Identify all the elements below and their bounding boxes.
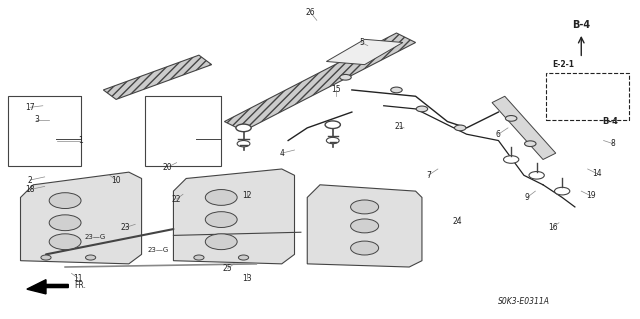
Circle shape	[194, 255, 204, 260]
Circle shape	[205, 234, 237, 250]
Text: FR.: FR.	[75, 281, 86, 291]
Circle shape	[504, 156, 519, 163]
Circle shape	[147, 124, 162, 132]
Circle shape	[148, 141, 161, 147]
Circle shape	[391, 87, 402, 93]
Text: 8: 8	[611, 139, 616, 148]
Circle shape	[86, 255, 96, 260]
Text: E-2-1: E-2-1	[552, 60, 575, 69]
Text: 21: 21	[395, 122, 404, 131]
Polygon shape	[173, 169, 294, 264]
Text: 9: 9	[525, 193, 529, 202]
Circle shape	[236, 124, 251, 132]
Circle shape	[506, 115, 517, 121]
Polygon shape	[225, 33, 415, 131]
Text: 12: 12	[242, 191, 252, 200]
Text: 10: 10	[111, 175, 121, 185]
Circle shape	[529, 172, 544, 179]
Text: 19: 19	[586, 191, 596, 200]
Circle shape	[239, 255, 248, 260]
Text: 13: 13	[242, 274, 252, 283]
Circle shape	[525, 141, 536, 146]
Text: 26: 26	[306, 8, 316, 17]
FancyBboxPatch shape	[8, 96, 81, 166]
Text: 23—G: 23—G	[84, 234, 106, 240]
Text: 14: 14	[593, 169, 602, 178]
Circle shape	[237, 141, 250, 147]
Polygon shape	[27, 280, 68, 294]
Text: 4: 4	[279, 149, 284, 158]
Circle shape	[49, 193, 81, 209]
Circle shape	[46, 141, 59, 147]
Text: 22: 22	[172, 195, 181, 204]
Circle shape	[416, 106, 428, 112]
Circle shape	[205, 212, 237, 227]
Text: 2: 2	[28, 175, 33, 185]
Text: B-4: B-4	[602, 117, 618, 126]
Text: B-4: B-4	[572, 20, 590, 30]
Text: 1: 1	[79, 136, 83, 145]
Text: 17: 17	[25, 103, 35, 112]
Circle shape	[326, 137, 339, 144]
Circle shape	[454, 125, 466, 131]
Text: 11: 11	[73, 274, 83, 283]
Circle shape	[49, 215, 81, 231]
Text: 20: 20	[163, 163, 172, 172]
Circle shape	[351, 219, 379, 233]
Circle shape	[351, 200, 379, 214]
FancyBboxPatch shape	[145, 96, 221, 166]
Text: 3: 3	[34, 115, 39, 124]
Polygon shape	[492, 96, 556, 160]
FancyBboxPatch shape	[546, 72, 629, 120]
Text: 23—G: 23—G	[148, 247, 169, 253]
Text: 24: 24	[452, 217, 462, 226]
Text: 6: 6	[496, 130, 501, 139]
Text: 23: 23	[121, 223, 131, 232]
Circle shape	[205, 189, 237, 205]
Text: S0K3-E0311A: S0K3-E0311A	[499, 297, 550, 306]
Polygon shape	[326, 39, 403, 65]
Circle shape	[49, 234, 81, 250]
Text: 25: 25	[223, 264, 232, 273]
Text: 18: 18	[26, 185, 35, 194]
Circle shape	[351, 241, 379, 255]
Circle shape	[554, 187, 570, 195]
Polygon shape	[307, 185, 422, 267]
Text: 5: 5	[359, 38, 364, 47]
Circle shape	[45, 124, 60, 132]
Circle shape	[41, 255, 51, 260]
Text: 7: 7	[426, 171, 431, 180]
Text: 16: 16	[548, 223, 557, 232]
Text: 15: 15	[331, 85, 340, 94]
Polygon shape	[20, 172, 141, 264]
Circle shape	[325, 121, 340, 129]
Polygon shape	[103, 55, 212, 100]
Circle shape	[340, 74, 351, 80]
